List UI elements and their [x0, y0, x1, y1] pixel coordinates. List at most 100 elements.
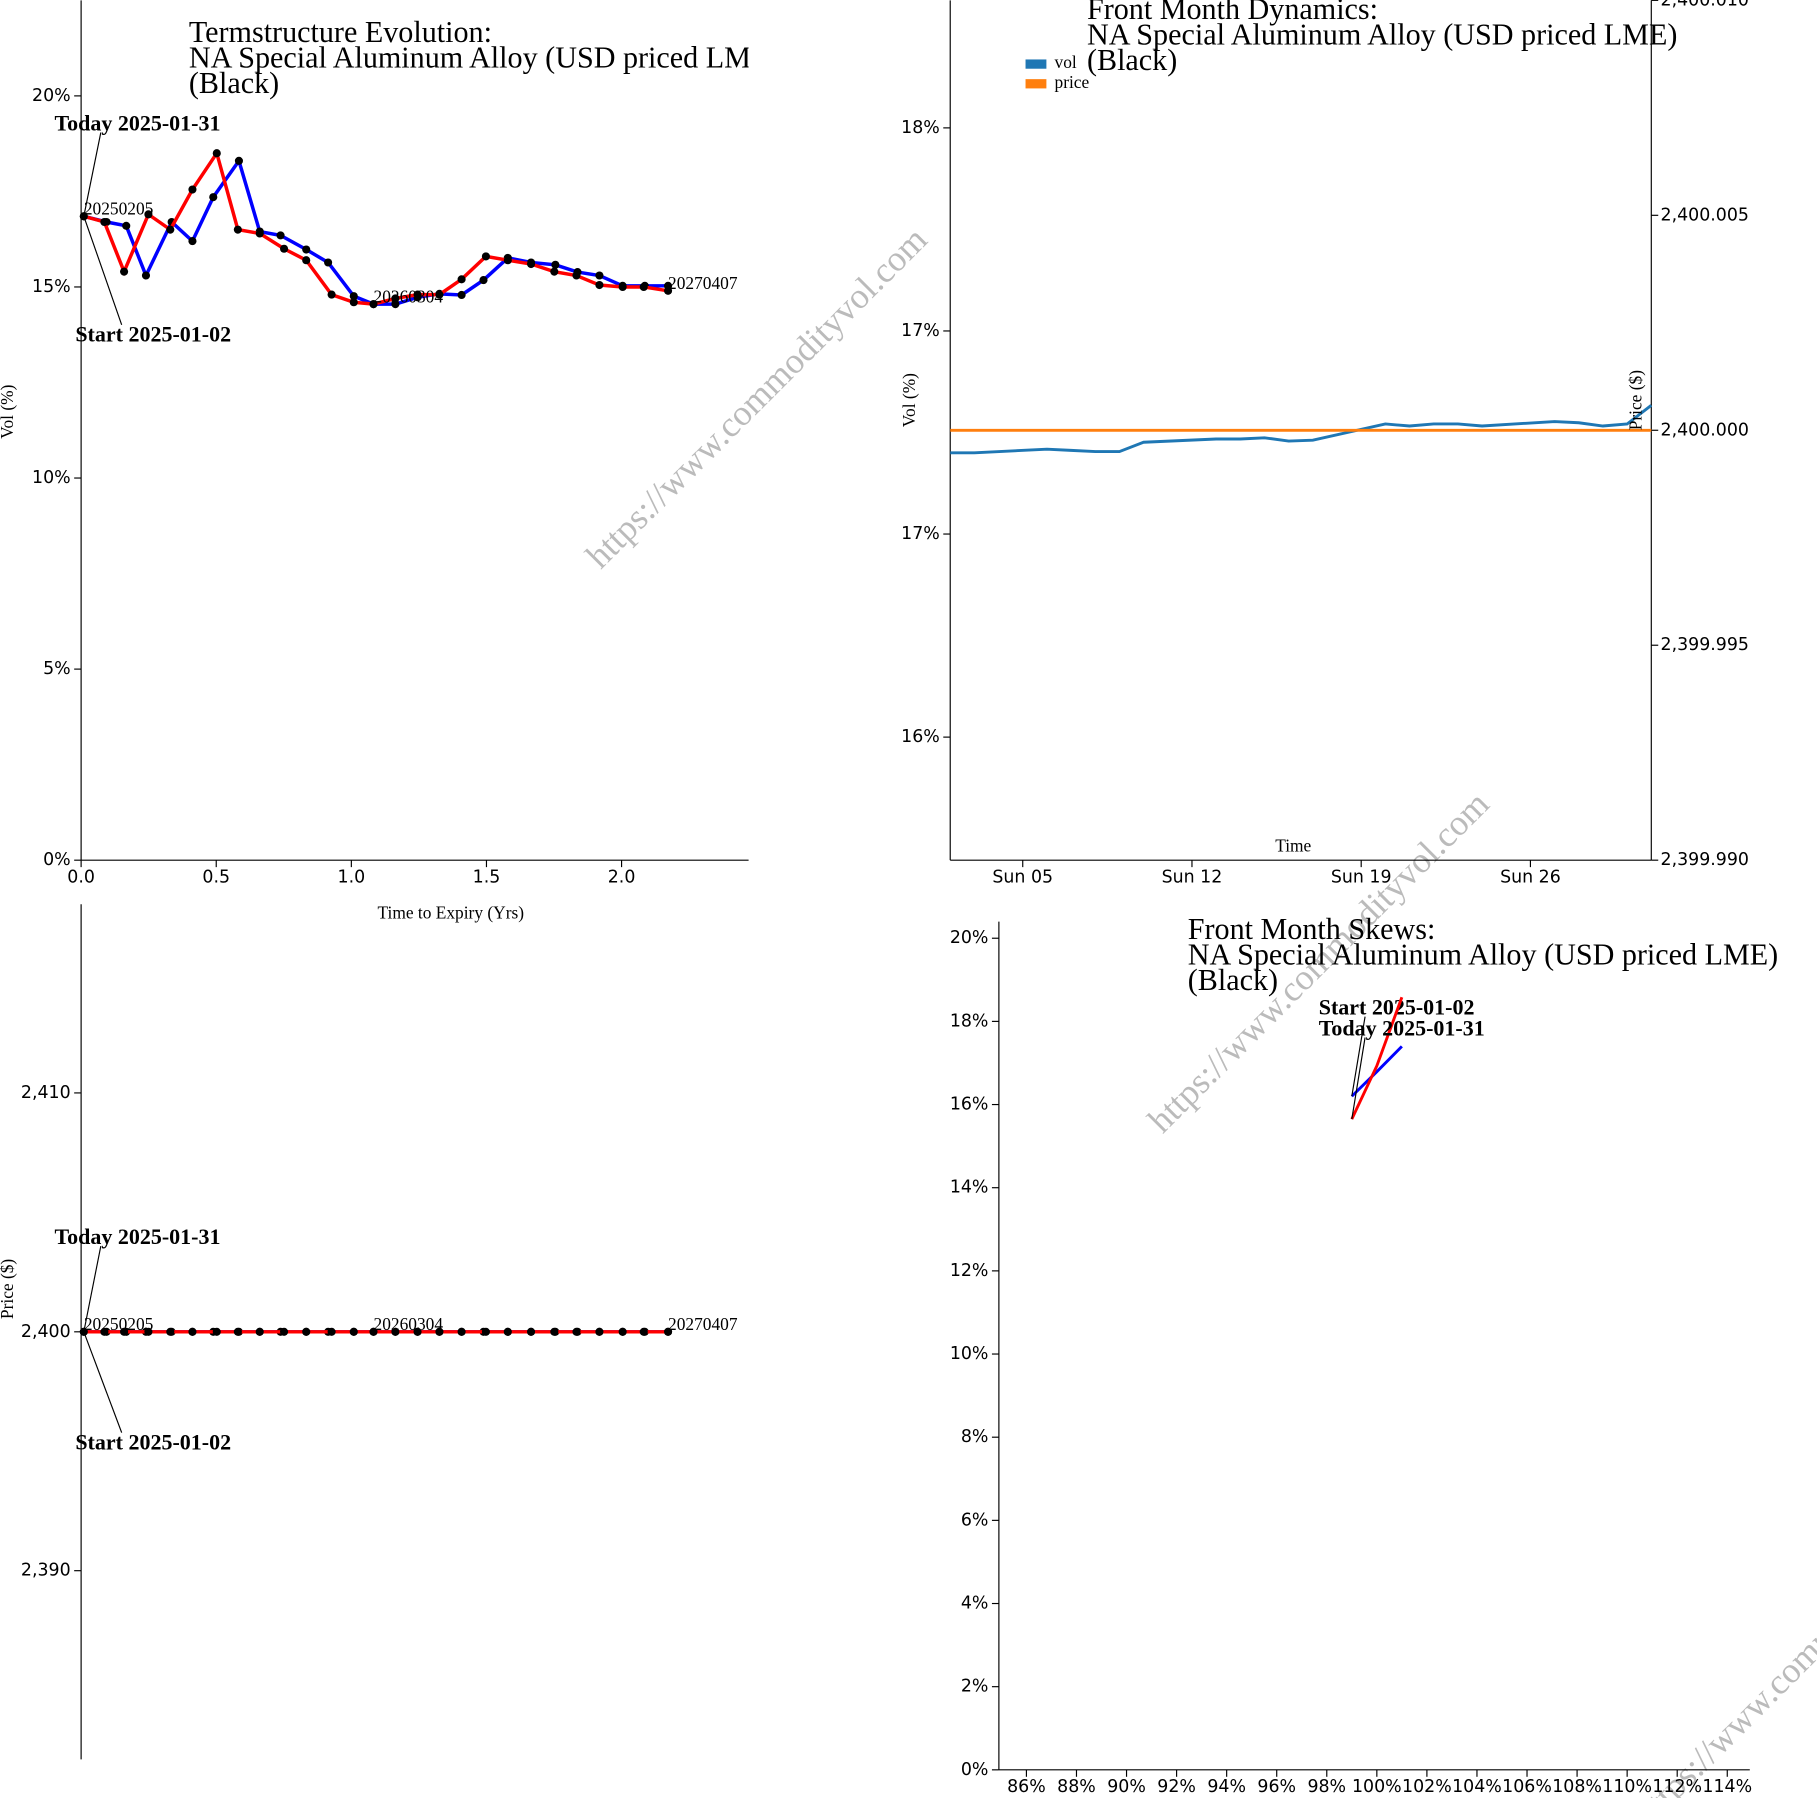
- point: [212, 149, 221, 158]
- watermark: https://www.commodityvol.com: [578, 219, 935, 576]
- point: [349, 292, 358, 301]
- point: [120, 267, 129, 276]
- point: [188, 1327, 197, 1336]
- series-annotation: Start 2025-01-02: [75, 321, 231, 346]
- point: [664, 1327, 673, 1336]
- point: [550, 1327, 559, 1336]
- y-tick-label: 8%: [961, 1427, 989, 1447]
- point: [618, 282, 627, 292]
- title-group: Front Month Skews:NA Special Aluminum Al…: [1188, 912, 1778, 997]
- y2-axis-label: Price ($): [1626, 370, 1645, 431]
- x-tick-label: 88%: [1057, 1777, 1096, 1797]
- point: [391, 294, 400, 303]
- point: [166, 225, 175, 234]
- point: [551, 260, 560, 269]
- point: [595, 271, 604, 280]
- contract-label: 20250205: [84, 1315, 154, 1334]
- y-tick-label: 2%: [961, 1677, 989, 1697]
- point: [144, 1327, 153, 1336]
- annotation-arrow: [83, 1331, 123, 1433]
- y-tick-label: 4%: [961, 1594, 989, 1614]
- y-tick-label: 6%: [961, 1510, 989, 1530]
- x-tick-label: 98%: [1307, 1777, 1346, 1797]
- title-group: Front Month Dynamics:NA Special Aluminum…: [1087, 0, 1677, 77]
- point: [209, 193, 218, 202]
- chart-title: NA Special Aluminum Alloy (USD priced LM…: [1188, 937, 1778, 971]
- point: [664, 286, 673, 295]
- point: [166, 1327, 175, 1336]
- y-tick-label: 15%: [32, 277, 71, 297]
- point: [349, 1327, 358, 1336]
- point: [550, 267, 559, 276]
- x-tick-label: 2.0: [608, 868, 636, 888]
- chart-title: NA Special Aluminum Alloy (USD priced LM…: [189, 41, 779, 75]
- point: [413, 290, 422, 299]
- point: [435, 290, 444, 299]
- y2-tick-label: 2,399.995: [1661, 635, 1749, 655]
- watermark: https://www.commodityvol.com: [1627, 1476, 1817, 1798]
- plots: 0% 5% 10% 15% 20% 0.0 0.5 1.0 1.5 2.0 Start 2025-0…: [0, 0, 1778, 1797]
- point: [639, 1327, 648, 1336]
- x-tick-label: Sun 26: [1500, 868, 1561, 888]
- contract-label: 20260304: [374, 1315, 444, 1334]
- point: [280, 1327, 289, 1336]
- point: [503, 1327, 512, 1336]
- point: [255, 1327, 264, 1336]
- point: [349, 298, 358, 307]
- point: [141, 271, 151, 280]
- point: [572, 271, 581, 280]
- title-group: Termstructure Evolution:NA Special Alumi…: [189, 15, 779, 100]
- point: [595, 1327, 604, 1336]
- chart-title: (Black): [1188, 963, 1278, 997]
- y-tick-label: 2,390: [21, 1561, 71, 1581]
- y-tick-label: 16%: [950, 1095, 989, 1115]
- chart: 2,390 2,400 2,410 Start 2025-01-02 Today 202…: [0, 904, 738, 1760]
- point: [457, 1327, 466, 1336]
- y2-tick-label: 2,400.005: [1661, 205, 1749, 225]
- series-line: [1350, 996, 1404, 1120]
- legend-label: vol: [1055, 53, 1077, 72]
- contract-label: 20270407: [668, 274, 738, 293]
- x-tick-label: 114%: [1702, 1777, 1752, 1797]
- point: [280, 244, 289, 253]
- series-annotation: Today 2025-01-31: [54, 111, 220, 136]
- chart: 0% 2% 4% 6% 8% 10% 12% 14% 16% 18% 20% 86% 88% 90% 92%…: [950, 912, 1778, 1797]
- point: [435, 1327, 444, 1336]
- x-tick-label: 0.0: [67, 868, 95, 888]
- y-tick-label: 17%: [901, 321, 940, 341]
- legend-swatch: [1025, 59, 1047, 69]
- point: [188, 185, 197, 194]
- point: [79, 1327, 88, 1336]
- point: [302, 1327, 311, 1336]
- y-tick-label: 10%: [950, 1344, 989, 1364]
- y-tick-label: 14%: [950, 1178, 989, 1198]
- point: [144, 210, 153, 219]
- point: [413, 1327, 422, 1336]
- series-annotation: Today 2025-01-31: [1319, 1016, 1485, 1041]
- point: [595, 280, 604, 290]
- series-annotation: Today 2025-01-31: [54, 1224, 220, 1249]
- point: [457, 290, 466, 300]
- point: [234, 156, 243, 165]
- watermark: https://www.commodityvol.com: [0, 0, 153, 170]
- series-line: [950, 404, 1653, 455]
- x-tick-label: Sun 12: [1162, 868, 1223, 888]
- annotation-arrow: [83, 1245, 102, 1332]
- point: [526, 1327, 536, 1336]
- x-tick-label: 92%: [1157, 1777, 1196, 1797]
- annotation-arrow: [1351, 1037, 1366, 1120]
- point: [391, 300, 400, 309]
- x-tick-label: 96%: [1257, 1777, 1296, 1797]
- point: [639, 282, 648, 292]
- point: [391, 1327, 400, 1336]
- point: [212, 1327, 221, 1336]
- point: [327, 290, 336, 299]
- x-tick-label: 102%: [1402, 1777, 1452, 1797]
- y-axis-label: Vol (%): [900, 373, 919, 427]
- x-tick-label: 94%: [1207, 1777, 1246, 1797]
- chart-title: (Black): [189, 66, 279, 100]
- y-tick-label: 2,400: [21, 1322, 71, 1342]
